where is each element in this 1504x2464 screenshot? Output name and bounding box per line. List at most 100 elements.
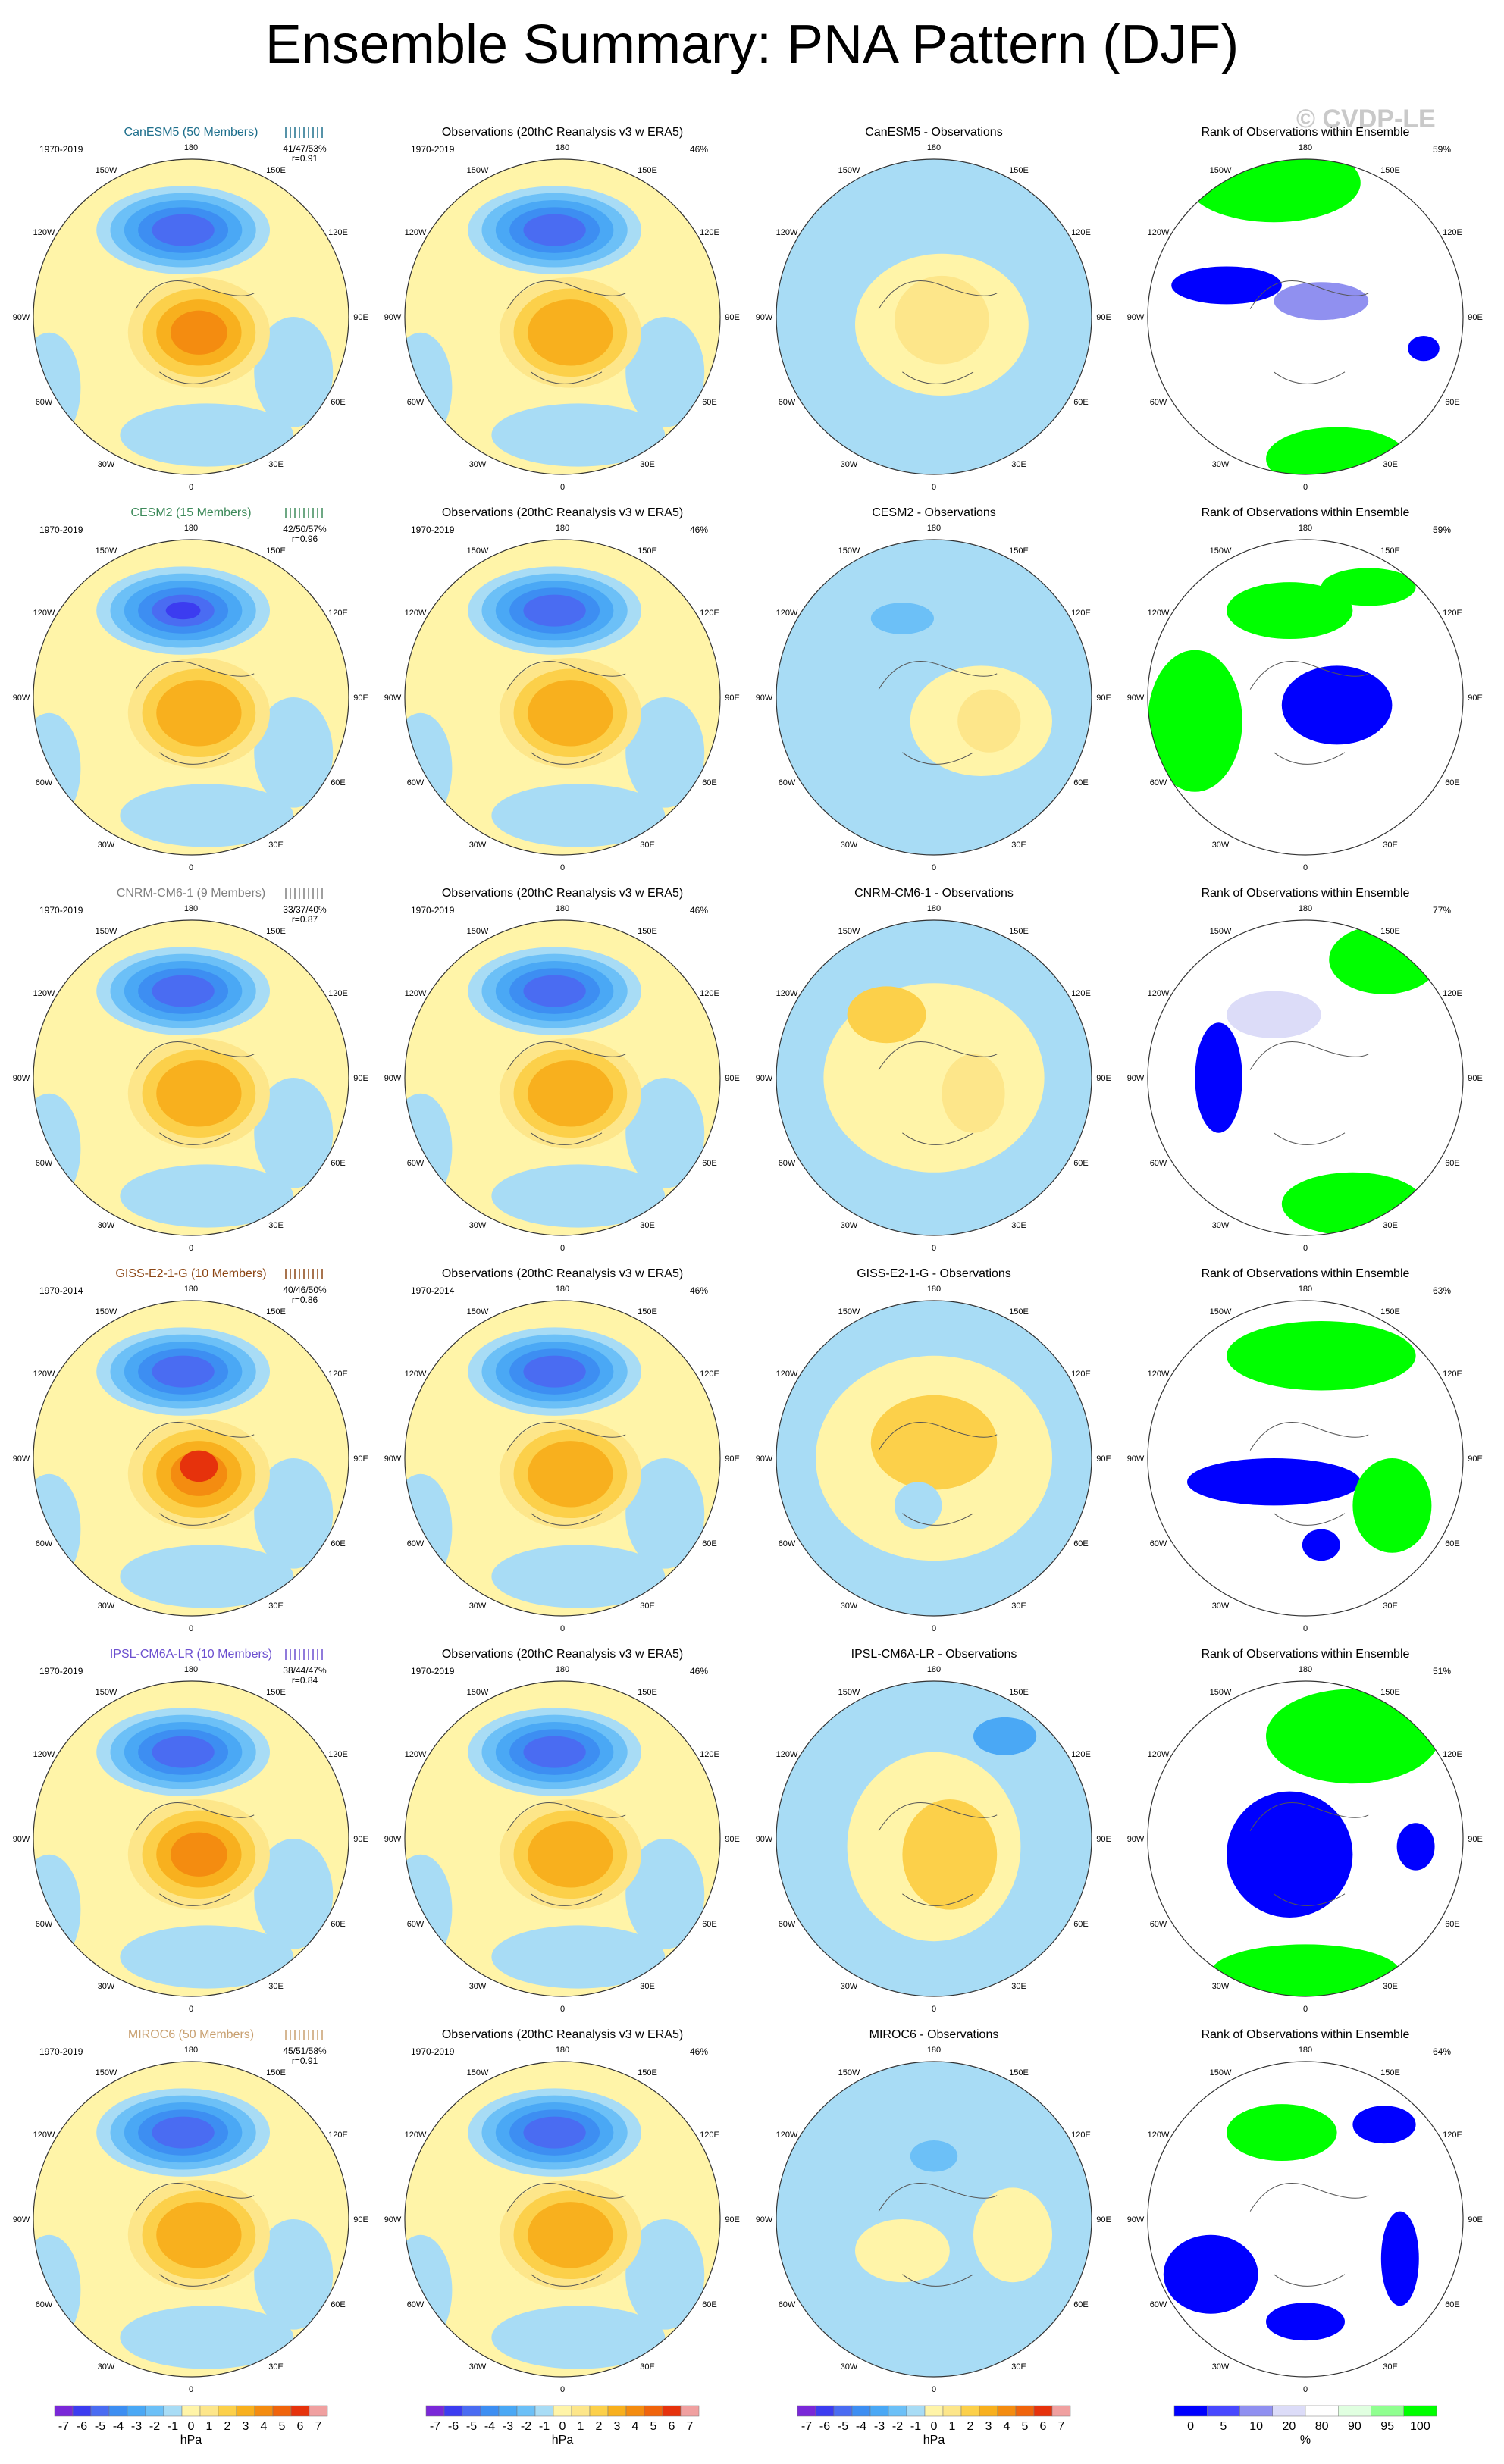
lon-label: 60W xyxy=(36,1159,53,1168)
lon-label: 180 xyxy=(927,143,941,152)
lon-label: 90W xyxy=(384,1454,402,1464)
colorbar-tick-label: 5 xyxy=(1022,2420,1029,2433)
lon-label: 30E xyxy=(1011,1221,1026,1230)
colorbar-swatch xyxy=(516,2405,536,2417)
lon-label: 90W xyxy=(756,1074,773,1083)
lon-label: 120W xyxy=(776,989,798,998)
lon-label: 30E xyxy=(1011,2362,1026,2372)
lon-label: 90W xyxy=(13,1835,30,1844)
lon-label: 120E xyxy=(1071,1750,1091,1759)
lon-label: 180 xyxy=(184,524,198,533)
rank-title: Rank of Observations within Ensemble xyxy=(1201,1267,1410,1280)
lon-label: 120E xyxy=(328,609,348,618)
pattern-correlation: r=0.91 xyxy=(291,153,318,164)
lon-label: 30E xyxy=(1011,460,1026,469)
lon-label: 150E xyxy=(266,1688,286,1697)
colorbar-swatch xyxy=(1033,2405,1053,2417)
lon-label: 150E xyxy=(1009,166,1029,175)
lon-label: 90W xyxy=(756,1835,773,1844)
lon-label: 180 xyxy=(1299,143,1312,152)
lon-label: 120W xyxy=(33,1750,55,1759)
model-title: CanESM5 (50 Members) xyxy=(124,126,258,139)
lon-label: 180 xyxy=(927,904,941,913)
lon-label: 90W xyxy=(384,2215,402,2224)
lon-label: 90E xyxy=(1468,1074,1483,1083)
lon-label: 150E xyxy=(1380,546,1400,556)
lon-label: 90E xyxy=(1096,2215,1111,2224)
lon-label: 0 xyxy=(1303,483,1308,492)
obs-title: Observations (20thC Reanalysis v3 w ERA5… xyxy=(441,1648,684,1661)
lon-label: 150E xyxy=(638,1688,657,1697)
obs-title: Observations (20thC Reanalysis v3 w ERA5… xyxy=(441,887,684,900)
lon-label: 120E xyxy=(1443,609,1462,618)
colorbar-difference: -7 -6 -5 -4 -3 -2 -1 0 1 2 3 4 5 6 7 hPa xyxy=(797,2405,1071,2447)
rank-map-r2: 180 150E 120E 90E 60E 30E 0 30W 60W 90W 120W 150W xyxy=(1127,904,1483,1253)
lon-label: 120W xyxy=(405,228,427,237)
lon-label: 60E xyxy=(1445,1920,1460,1929)
lon-label: 150W xyxy=(838,546,860,556)
colorbar-swatch xyxy=(199,2405,219,2417)
lon-label: 60W xyxy=(36,778,53,787)
colorbar-ensemble: -7 -6 -5 -4 -3 -2 -1 0 1 2 3 4 5 6 7 hPa xyxy=(54,2405,328,2447)
colorbar-swatch xyxy=(553,2405,572,2417)
lon-label: 120W xyxy=(1148,228,1170,237)
colorbar-tick-label: 0 xyxy=(1187,2420,1194,2433)
lon-label: 60E xyxy=(702,398,717,407)
colorbar-swatch xyxy=(680,2405,700,2417)
pattern-correlation: r=0.96 xyxy=(291,534,318,544)
lon-label: 60E xyxy=(331,2300,346,2309)
diff-map-r3: 180 150E 120E 90E 60E 30E 0 30W 60W 90W 120W 150W xyxy=(756,1285,1111,1633)
colorbar-tick-label: 2 xyxy=(967,2420,974,2433)
lon-label: 90E xyxy=(1468,1454,1483,1464)
colorbar-swatch xyxy=(163,2405,183,2417)
lon-label: 90E xyxy=(1468,693,1483,703)
model-title: IPSL-CM6A-LR (10 Members) xyxy=(109,1648,273,1661)
lon-label: 150W xyxy=(467,927,489,936)
colorbar-swatch xyxy=(979,2405,998,2417)
lon-label: 60W xyxy=(407,398,425,407)
lon-label: 120W xyxy=(405,1750,427,1759)
lon-label: 60W xyxy=(407,778,425,787)
lon-label: 150E xyxy=(1380,166,1400,175)
lon-label: 30E xyxy=(268,841,284,850)
model-title: MIROC6 (50 Members) xyxy=(127,2028,255,2041)
lon-label: 90E xyxy=(1096,1454,1111,1464)
colorbar-tick-label: -5 xyxy=(838,2420,848,2433)
lon-label: 60E xyxy=(1073,1539,1089,1548)
lon-label: 30E xyxy=(1383,841,1398,850)
colorbar-tick-label: 1 xyxy=(578,2420,584,2433)
lon-label: 0 xyxy=(560,863,565,872)
variance-stats: 42/50/57% xyxy=(283,524,327,534)
lon-label: 120W xyxy=(1148,989,1170,998)
page-title: Ensemble Summary: PNA Pattern (DJF) xyxy=(265,14,1239,75)
obs-map-r4: 180 150E 120E 90E 60E 30E 0 30W 60W 90W 120W 150W xyxy=(384,1665,740,2014)
lon-label: 150W xyxy=(1210,166,1232,175)
colorbar-swatch xyxy=(906,2405,926,2417)
lon-label: 120E xyxy=(700,1750,719,1759)
rank-title: Rank of Observations within Ensemble xyxy=(1201,887,1410,900)
lon-label: 0 xyxy=(189,1244,193,1253)
years-label: 1970-2019 xyxy=(411,524,455,535)
lon-label: 90E xyxy=(353,2215,368,2224)
lon-label: 30W xyxy=(841,1221,858,1230)
colorbar-swatch xyxy=(1403,2405,1437,2417)
rank-pct: 63% xyxy=(1433,1285,1452,1296)
obs-pct: 46% xyxy=(690,2046,709,2057)
lon-label: 180 xyxy=(184,1665,198,1674)
colorbar-swatch xyxy=(309,2405,328,2417)
lon-label: 90W xyxy=(384,313,402,322)
lon-label: 30W xyxy=(841,460,858,469)
lon-label: 150W xyxy=(467,1688,489,1697)
lon-label: 120W xyxy=(33,228,55,237)
years-label: 1970-2019 xyxy=(39,2046,83,2057)
lon-label: 120E xyxy=(700,228,719,237)
colorbar-swatch xyxy=(1272,2405,1306,2417)
colorbar-tick-label: 2 xyxy=(596,2420,603,2433)
colorbar-tick-label: 4 xyxy=(632,2420,639,2433)
colorbar-tick-label: -6 xyxy=(448,2420,459,2433)
colorbar-tick-label: 10 xyxy=(1249,2420,1263,2433)
obs-title: Observations (20thC Reanalysis v3 w ERA5… xyxy=(441,2028,684,2041)
colorbar-tick-label: 20 xyxy=(1282,2420,1296,2433)
lon-label: 30W xyxy=(841,1982,858,1991)
